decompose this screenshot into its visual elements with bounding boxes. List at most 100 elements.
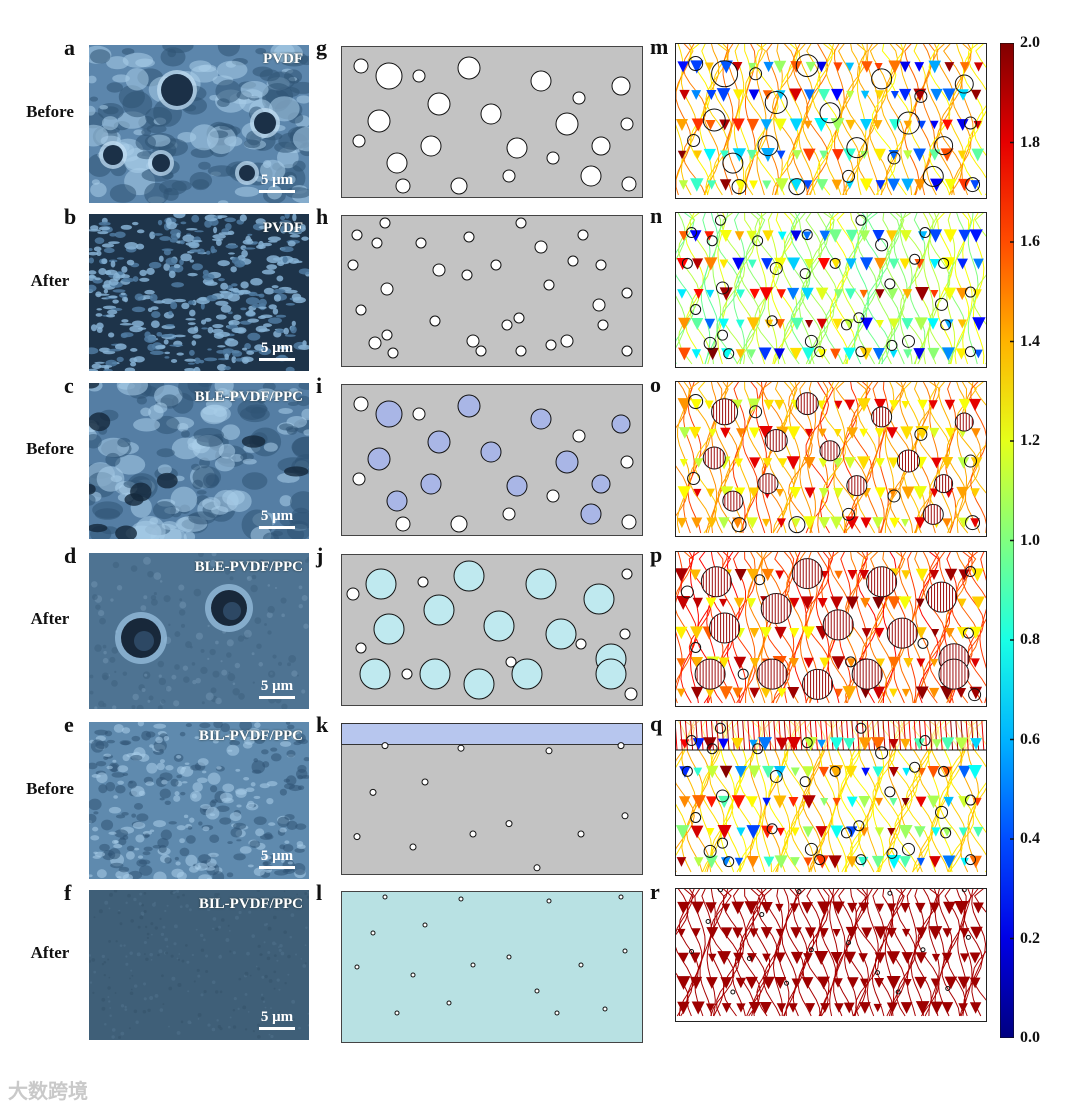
particle — [591, 474, 611, 494]
particle — [423, 594, 455, 626]
particle — [412, 69, 426, 83]
particle-outline — [714, 722, 726, 734]
particle-outline — [688, 394, 704, 410]
particle-outline — [934, 474, 954, 494]
state-label-b: After — [30, 270, 70, 290]
particle-outline — [688, 56, 704, 72]
particle — [543, 279, 555, 291]
particle-outline — [769, 261, 783, 275]
state-label-a: Before — [26, 102, 74, 121]
particle — [379, 217, 391, 229]
particle — [555, 450, 579, 474]
particle-outline — [804, 334, 818, 348]
particle-outline — [723, 856, 735, 868]
particle — [619, 628, 631, 640]
scale-bar-line — [259, 1027, 295, 1030]
particle-outline — [968, 688, 982, 702]
scale-bar-label: 5 μm — [260, 508, 294, 524]
panel-letter-f: f — [64, 880, 72, 905]
particle-outline — [961, 887, 967, 893]
particle — [470, 962, 476, 968]
particle — [567, 255, 579, 267]
particle-outline — [808, 947, 814, 953]
particle-outline — [938, 765, 950, 777]
particle — [355, 304, 367, 316]
particle — [375, 400, 403, 428]
colorbar-tick-label: 1.8 — [1020, 133, 1040, 151]
particle-outline — [884, 278, 896, 290]
particle — [353, 396, 369, 412]
particle-outline — [690, 812, 702, 823]
particle — [463, 231, 475, 243]
particle-outline — [964, 286, 976, 298]
particle — [370, 930, 376, 936]
particle-outline — [716, 281, 730, 295]
particle — [554, 1010, 560, 1016]
particle-outline — [737, 668, 749, 680]
model-panel-j — [341, 554, 643, 711]
particle-outline — [874, 970, 880, 976]
particle — [453, 560, 485, 592]
particle — [545, 747, 553, 755]
colorbar-tick-label: 1.2 — [1020, 432, 1040, 449]
colorbar-tick-label: 1.6 — [1020, 233, 1040, 250]
particle — [367, 109, 391, 133]
particle-outline — [814, 346, 826, 358]
particle — [595, 259, 607, 271]
particle — [545, 618, 577, 650]
particle — [369, 788, 377, 796]
particle-outline — [886, 847, 898, 859]
particle — [480, 441, 502, 463]
particle — [352, 472, 366, 486]
particle-outline — [940, 319, 952, 331]
particle-outline — [717, 837, 729, 849]
particle — [511, 658, 543, 690]
particle-outline — [706, 235, 718, 247]
particle-outline — [829, 257, 841, 269]
scale-bar-label: 5 μm — [260, 678, 294, 694]
particle-outline — [801, 737, 813, 749]
particle — [368, 336, 382, 350]
field-panel-n — [669, 211, 996, 373]
particle-outline — [954, 412, 974, 432]
particle-outline — [819, 102, 841, 124]
particle-outline — [757, 135, 779, 157]
particle-outline — [766, 823, 778, 835]
particle — [602, 1006, 608, 1012]
particle — [617, 742, 625, 750]
scale-bar-line — [259, 866, 295, 869]
particle — [352, 134, 366, 148]
particle-outline — [714, 214, 726, 226]
particle-outline — [965, 515, 981, 531]
particle-outline — [730, 989, 736, 995]
particle-outline — [717, 329, 729, 341]
particle — [463, 668, 495, 700]
particle-outline — [711, 398, 739, 426]
particle — [359, 658, 391, 690]
particle-outline — [964, 346, 976, 358]
particle-outline — [871, 68, 893, 90]
particle — [618, 894, 624, 900]
sem-title-d: BLE-PVDF/PPC — [194, 559, 303, 575]
particle-outline — [799, 268, 811, 280]
particle — [505, 656, 517, 668]
panel-letter-p: p — [650, 542, 663, 567]
particle — [417, 576, 429, 588]
state-label-d: After — [30, 609, 70, 628]
panel-letter-d: d — [64, 543, 77, 568]
particle — [597, 319, 609, 331]
particle — [365, 568, 397, 600]
scale-bar-label: 5 μm — [260, 172, 294, 188]
particle-outline — [716, 789, 730, 803]
particle — [530, 408, 552, 430]
particle-outline — [935, 805, 949, 819]
scale-bar-e: 5 μm — [259, 848, 295, 869]
particle — [371, 237, 383, 249]
particle — [621, 287, 633, 299]
particle — [429, 315, 441, 327]
sem-image-e: BIL-PVDF/PPC 5 μm — [89, 722, 309, 879]
particle — [515, 217, 527, 229]
particle — [466, 334, 480, 348]
particle-outline — [680, 585, 694, 599]
colorbar-tick-label: 0.2 — [1020, 929, 1040, 947]
